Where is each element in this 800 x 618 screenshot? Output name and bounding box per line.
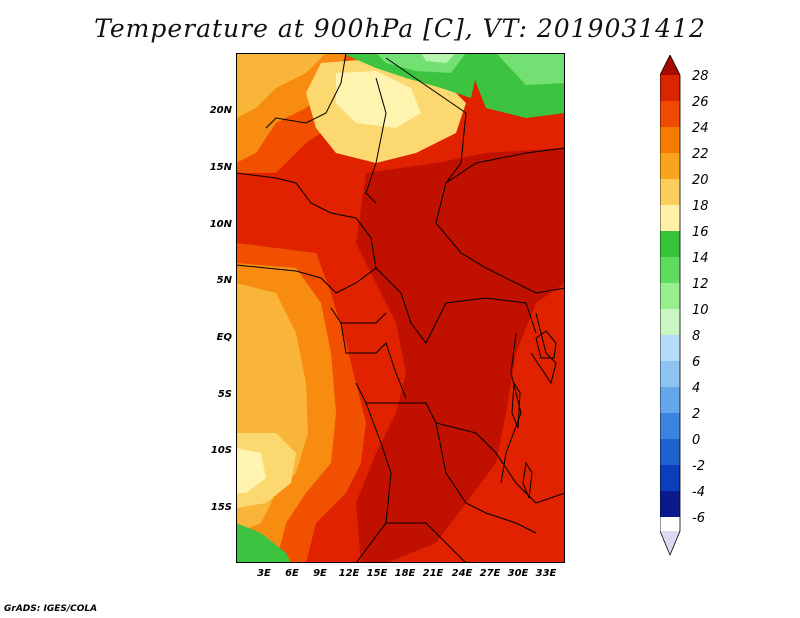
colorbar-segment <box>660 387 680 413</box>
lakes <box>511 330 557 499</box>
colorbar-segment <box>660 101 680 127</box>
lon-label: 33E <box>535 568 557 579</box>
colorbar-segment <box>660 257 680 283</box>
lat-label: 10N <box>209 219 232 230</box>
colorbar-label: 26 <box>692 95 709 110</box>
colorbar-segment <box>660 127 680 153</box>
colorbar-label: 28 <box>692 69 709 84</box>
colorbar-segment <box>660 309 680 335</box>
lon-label: 9E <box>313 568 327 579</box>
colorbar-segment <box>660 465 680 491</box>
colorbar-label: 8 <box>692 329 701 344</box>
colorbar <box>660 55 681 557</box>
colorbar-label: -4 <box>692 485 705 500</box>
colorbar-label: 18 <box>692 199 709 214</box>
colorbar-label: 16 <box>692 225 709 240</box>
colorbar-segment <box>660 153 680 179</box>
credit-text: GrADS: IGES/COLA <box>4 604 98 614</box>
field-14 <box>236 53 565 563</box>
lat-label: 5N <box>216 275 232 286</box>
lat-label: 15S <box>210 502 232 513</box>
lon-label: 12E <box>338 568 360 579</box>
field-12 <box>376 53 565 85</box>
field-10 <box>421 53 456 63</box>
colorbar-segment <box>660 531 680 555</box>
colorbar-segment <box>660 179 680 205</box>
field-20 <box>236 53 326 533</box>
lat-label: EQ <box>216 332 232 343</box>
colorbar-segment <box>660 205 680 231</box>
lon-label: 3E <box>257 568 271 579</box>
lon-label: 24E <box>451 568 473 579</box>
lat-label: 5S <box>217 389 232 400</box>
colorbar-segment <box>660 361 680 387</box>
colorbar-segment <box>660 55 680 75</box>
temperature-map <box>236 53 565 563</box>
colorbar-label: 10 <box>692 303 709 318</box>
map-frame <box>236 53 565 563</box>
colorbar-segment <box>660 283 680 309</box>
colorbar-label: 0 <box>692 433 701 448</box>
colorbar-outline <box>660 55 681 557</box>
lon-label: 18E <box>394 568 416 579</box>
colorbar-segment <box>660 75 680 101</box>
lat-label: 20N <box>209 105 232 116</box>
lat-label: 15N <box>209 162 232 173</box>
colorbar-segment <box>660 491 680 517</box>
colorbar-label: 4 <box>692 381 701 396</box>
colorbar-label: 14 <box>692 251 709 266</box>
colorbar-segment <box>660 335 680 361</box>
field-16 <box>236 71 421 493</box>
colorbar-segment <box>660 413 680 439</box>
colorbar-label: -6 <box>692 511 705 526</box>
colorbar-label: 2 <box>692 407 701 422</box>
colorbar-segment <box>660 439 680 465</box>
lon-label: 30E <box>507 568 529 579</box>
country-borders <box>236 53 565 563</box>
field-28 <box>356 148 565 563</box>
lon-label: 27E <box>479 568 501 579</box>
colorbar-segment <box>660 231 680 257</box>
lon-label: 21E <box>422 568 444 579</box>
lon-label: 15E <box>366 568 388 579</box>
colorbar-label: -2 <box>692 459 705 474</box>
colorbar-label: 6 <box>692 355 701 370</box>
lon-label: 6E <box>285 568 299 579</box>
colorbar-label: 12 <box>692 277 709 292</box>
colorbar-label: 24 <box>692 121 709 136</box>
lat-label: 10S <box>210 445 232 456</box>
colorbar-label: 22 <box>692 147 709 162</box>
chart-title: Temperature at 900hPa [C], VT: 201903141… <box>94 14 706 43</box>
colorbar-label: 20 <box>692 173 709 188</box>
